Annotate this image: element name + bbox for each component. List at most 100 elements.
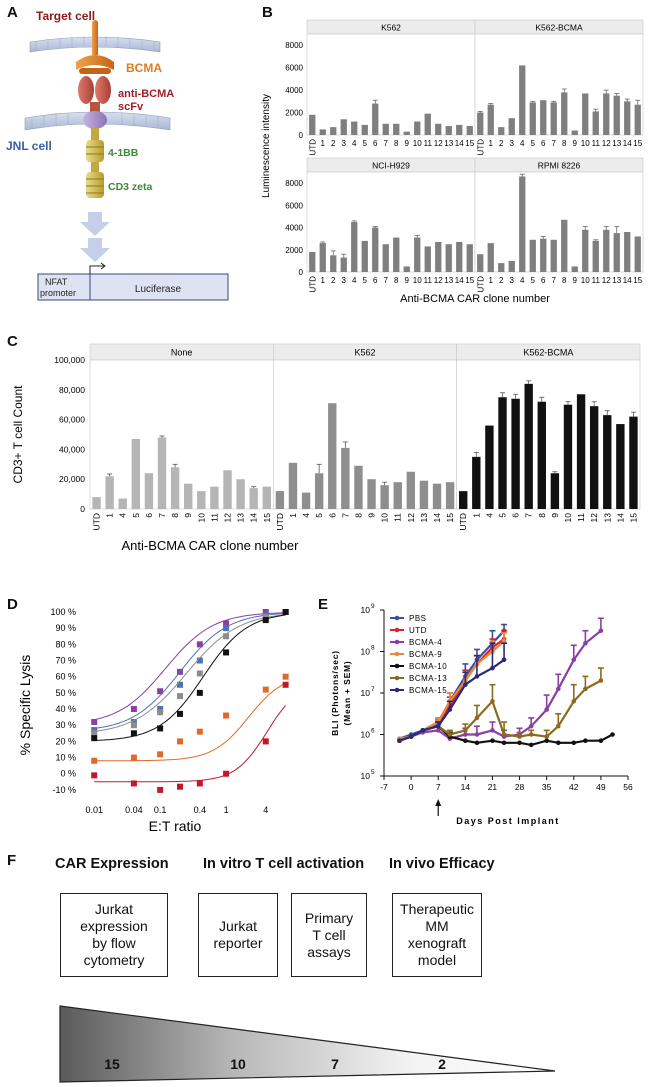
c-xtick: 10 [563,513,573,523]
e-point-BCMA-10 [544,738,549,744]
b-xtick: 3 [510,276,515,285]
b-xtick: 1 [321,139,326,148]
b-bar [519,65,526,135]
b-xtick: 3 [342,139,347,148]
c-xtick: 11 [576,513,586,522]
d-point-purple [157,688,164,695]
b-bar [487,104,494,135]
d-point-blue [130,718,137,725]
c-facet-title: None [171,348,193,358]
b-bar [340,257,347,272]
b-ytick: 2000 [285,109,303,118]
e-point-BCMA-15 [397,738,402,744]
bcma-label: BCMA [126,61,162,75]
e-point-BCMA-13 [598,678,604,683]
b-bar [550,102,557,135]
c-facet-title: K562-BCMA [523,348,573,358]
e-point-BCMA-13 [463,728,468,733]
b-bar [498,263,505,272]
b-xtick: 11 [424,276,433,285]
d-point-red [223,770,230,777]
e-point-BCMA-13 [544,734,549,739]
b-xtick: 5 [363,139,368,148]
c-xtick: 7 [524,513,534,518]
panel-letter-b: B [262,4,273,21]
box-xenograft-model: Therapeutic MM xenograft model [392,893,482,977]
b-xtick: 13 [444,276,453,285]
e-legend-label: BCMA-10 [409,662,447,671]
e-point-BCMA-10 [555,740,561,746]
e-legend-label: UTD [409,626,427,635]
header-in-vivo: In vivo Efficacy [389,856,495,872]
e-point-BCMA-13 [447,732,453,737]
b-bar [403,266,410,272]
b-bar [540,100,547,135]
c-xtick: 4 [484,513,494,518]
scfv-label-line1: anti-BCMA [118,88,174,100]
b-bar [445,244,452,272]
d-point-blue [223,625,230,632]
b-ytick: 2000 [285,246,303,255]
c-bar [616,424,625,509]
c-bar [144,473,154,509]
c-bar [157,437,167,509]
luciferase-label: Luciferase [135,284,182,295]
e-ytick: 10 [361,771,371,781]
d-curve-red [94,705,286,783]
scfv-icon [78,76,111,112]
b-ytick: 0 [299,268,304,277]
e-point-BCMA-10 [610,732,615,737]
reporter-box [37,273,229,301]
c-xtick: 14 [249,513,259,523]
c-bar [511,398,520,509]
d-ytick: 100 % [50,607,76,617]
funnel-number-7: 7 [331,1056,339,1072]
d-point-black [196,689,203,696]
promoter-label-line2: promoter [40,288,76,298]
b-xtick: 12 [602,139,611,148]
b-bar [361,124,368,135]
b-bar [508,118,515,135]
b-bar [592,240,599,272]
e-point-BCMA-13 [555,723,561,729]
e-ytick: 10 [361,730,371,740]
b-bar [571,266,578,272]
b-xtick: 10 [581,139,590,148]
b-xtick: 2 [499,276,504,285]
c-xtick: 7 [340,513,350,518]
d-point-purple [196,641,203,648]
b-bar [561,92,568,135]
c-xtick: 6 [327,513,337,518]
c-xtick: 9 [550,513,560,518]
c-xtick: 5 [314,513,324,518]
d-point-red [262,738,269,745]
panel-letter-a: A [7,4,18,21]
d-point-red [157,786,164,793]
box-jurkat-reporter: Jurkat reporter [198,893,278,977]
c-xtick: 8 [353,513,363,518]
d-point-red [130,780,137,787]
c-bar [419,480,429,509]
b-bar [634,236,641,272]
e-legend-marker [394,663,400,669]
b-bar [382,244,389,272]
b-xtick: 1 [489,139,494,148]
d-point-orange [262,686,269,693]
c-bar [262,486,271,509]
header-car-expression: CAR Expression [55,856,169,872]
c-bar [328,403,337,509]
panel-b-chart: Luminescence intensity Anti-BCMA CAR clon… [261,19,644,305]
b-bar [571,130,578,135]
c-bar [459,491,468,509]
e-xtick: 49 [596,782,606,792]
e-xtick: 21 [488,782,498,792]
d-point-orange [223,712,230,719]
c-ylabel: CD3+ T cell Count [11,385,25,484]
e-point-BCMA-13 [490,699,495,704]
e-ytick: 10 [361,605,371,615]
b-xtick: 9 [573,139,578,148]
e-point-BCMA-13 [517,734,522,739]
b-xtick: 5 [363,276,368,285]
c-bar [603,415,612,509]
funnel-triangle: 15 10 7 2 [59,1005,556,1083]
